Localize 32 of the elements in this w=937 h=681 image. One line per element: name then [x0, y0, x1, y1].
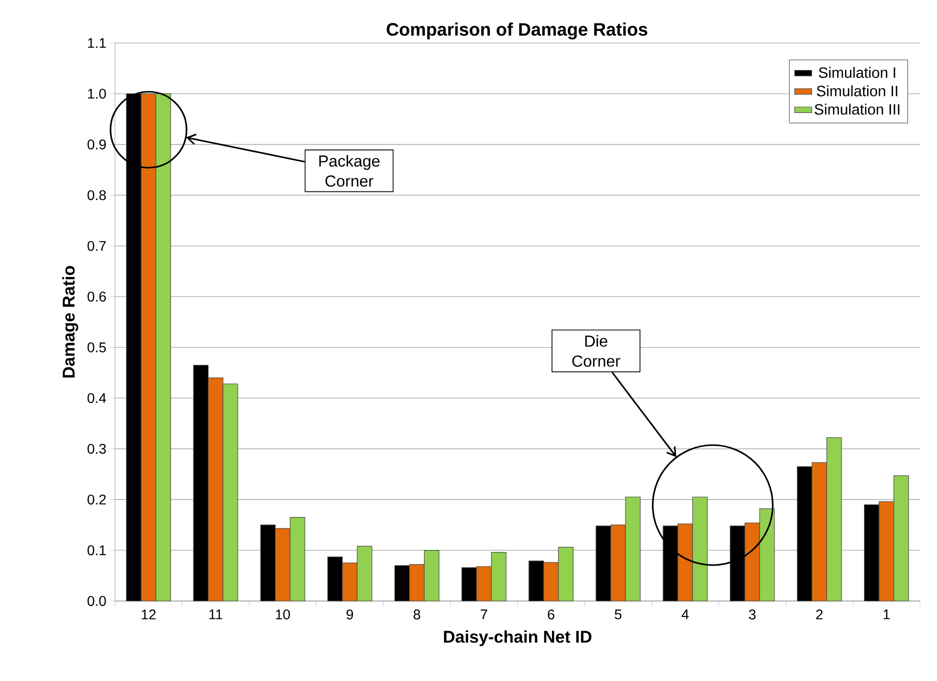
y-tick-label: 1.1 — [88, 38, 106, 48]
y-tick-label: 0.1 — [88, 545, 106, 556]
x-tick-label: 9 — [346, 610, 354, 620]
x-tick-label: 10 — [276, 610, 290, 620]
x-tick-label: 3 — [748, 610, 756, 620]
x-tick-label: 5 — [614, 610, 622, 620]
y-tick-label: 0.9 — [88, 139, 106, 150]
y-tick-label: 0.4 — [88, 393, 106, 404]
x-axis-title: Daisy-chain Net ID — [444, 630, 592, 646]
x-tick-label: 1 — [884, 610, 890, 620]
y-tick-label: 0.0 — [88, 596, 106, 606]
x-tick-label: 12 — [142, 610, 156, 620]
y-tick-label: 0.2 — [88, 494, 106, 505]
x-tick-label: 11 — [209, 610, 222, 620]
annotation: Package Corner — [319, 154, 380, 187]
annotation: Die Corner — [572, 335, 620, 367]
legend-label: Simulation I — [818, 66, 896, 78]
y-tick-label: 0.8 — [88, 190, 106, 200]
chart-title: Comparison of Damage Ratios — [386, 22, 648, 40]
legend-label: Simulation II — [816, 85, 898, 96]
y-axis-title: Damage Ratio — [62, 266, 78, 378]
y-tick-label: 0.7 — [88, 240, 106, 251]
legend-label: Simulation III — [814, 104, 900, 115]
y-tick-label: 1.0 — [88, 88, 106, 99]
x-tick-label: 4 — [682, 610, 689, 620]
y-tick-label: 0.3 — [88, 444, 106, 454]
x-tick-label: 7 — [480, 610, 488, 620]
y-tick-label: 0.5 — [88, 342, 106, 352]
x-tick-label: 6 — [548, 610, 554, 620]
x-tick-label: 2 — [816, 610, 823, 620]
y-tick-label: 0.6 — [88, 292, 106, 302]
x-tick-label: 8 — [414, 610, 420, 620]
